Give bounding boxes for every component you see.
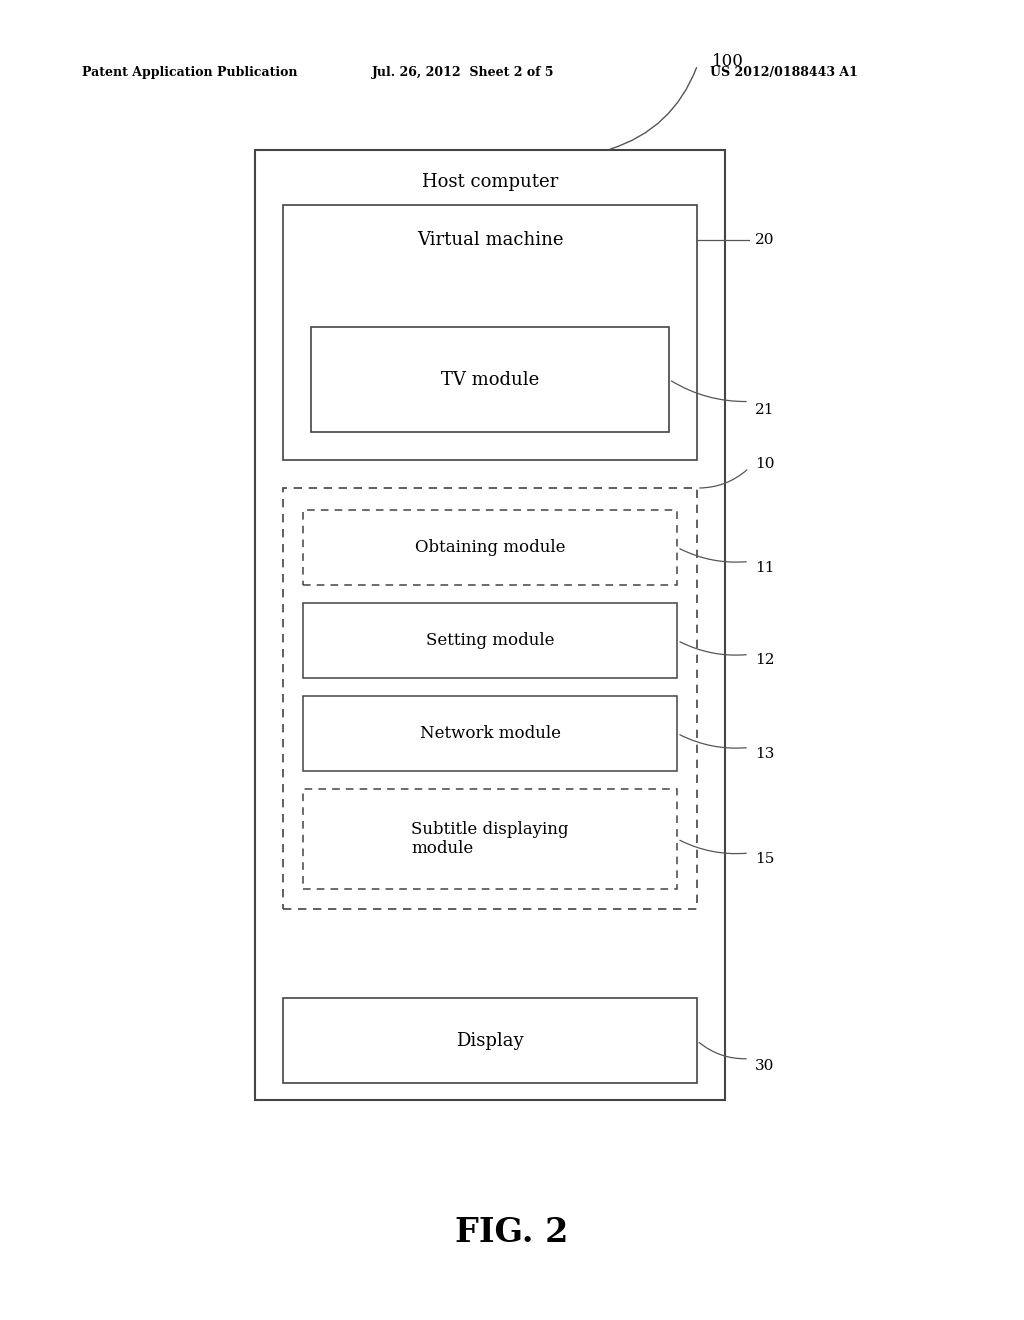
Text: 100: 100 — [712, 53, 743, 70]
Bar — [303, 696, 678, 771]
Bar — [303, 510, 678, 585]
Text: 21: 21 — [755, 403, 774, 417]
Bar — [303, 603, 678, 678]
Text: 10: 10 — [755, 457, 774, 471]
Text: FIG. 2: FIG. 2 — [456, 1216, 568, 1249]
Text: 30: 30 — [755, 1059, 774, 1073]
Bar — [255, 150, 725, 1100]
Text: 15: 15 — [755, 851, 774, 866]
Bar — [303, 789, 678, 888]
Text: Host computer: Host computer — [422, 173, 558, 191]
Text: Setting module: Setting module — [426, 632, 554, 649]
Text: 20: 20 — [755, 234, 774, 247]
Text: Jul. 26, 2012  Sheet 2 of 5: Jul. 26, 2012 Sheet 2 of 5 — [372, 66, 555, 78]
Text: Network module: Network module — [420, 725, 560, 742]
Bar — [283, 488, 697, 909]
Text: 12: 12 — [755, 653, 774, 668]
Text: Virtual machine: Virtual machine — [417, 231, 563, 249]
Text: US 2012/0188443 A1: US 2012/0188443 A1 — [710, 66, 858, 78]
Text: Obtaining module: Obtaining module — [415, 539, 565, 556]
Text: 11: 11 — [755, 561, 774, 574]
Text: 13: 13 — [755, 747, 774, 760]
Bar — [283, 998, 697, 1084]
Text: Subtitle displaying
module: Subtitle displaying module — [412, 821, 568, 857]
Text: Patent Application Publication: Patent Application Publication — [82, 66, 298, 78]
Text: TV module: TV module — [441, 371, 539, 388]
Text: Display: Display — [456, 1032, 524, 1049]
Bar — [283, 205, 697, 459]
Bar — [311, 327, 669, 432]
